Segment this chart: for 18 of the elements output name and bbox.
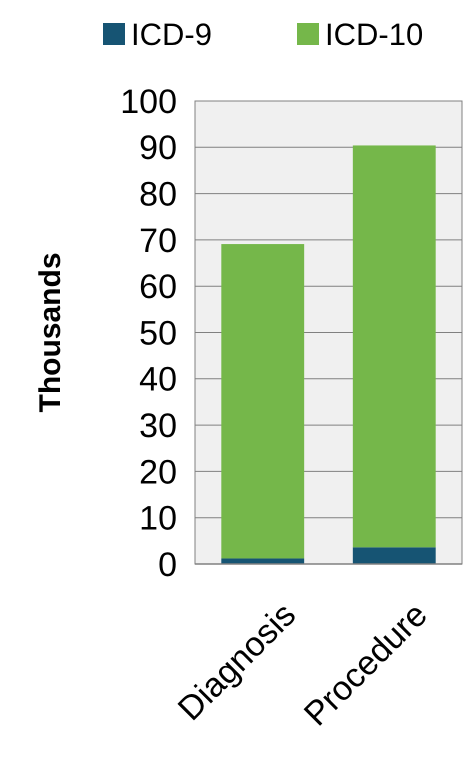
y-tick-label: 40 <box>139 360 177 399</box>
y-tick-label: 90 <box>139 129 177 168</box>
legend-label: ICD-10 <box>325 16 424 52</box>
bar <box>221 244 304 558</box>
y-tick-label: 10 <box>139 500 177 538</box>
bar <box>352 547 436 564</box>
y-tick-label: 60 <box>139 268 177 306</box>
y-tick-label: 100 <box>120 82 177 121</box>
y-tick-label: 0 <box>158 546 177 584</box>
bar <box>352 145 436 548</box>
y-tick-label: 20 <box>139 453 177 492</box>
y-tick-label: 50 <box>139 314 177 352</box>
y-tick-label: 80 <box>139 176 177 214</box>
y-axis-title: Thousands <box>34 252 67 413</box>
legend-label: ICD-9 <box>131 16 212 52</box>
y-tick-label: 30 <box>139 407 177 445</box>
bar <box>221 558 304 564</box>
y-tick-label: 70 <box>139 222 177 260</box>
